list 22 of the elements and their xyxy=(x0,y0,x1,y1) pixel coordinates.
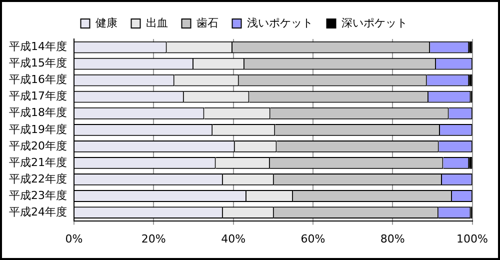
x-tick-label: 80% xyxy=(380,232,405,246)
x-tick-label: 0% xyxy=(65,232,83,246)
y-tick-label: 平成23年度 xyxy=(8,188,67,202)
x-tick-label: 100% xyxy=(456,232,488,246)
y-tick-label: 平成15年度 xyxy=(8,56,67,70)
x-tick-label: 20% xyxy=(141,232,166,246)
y-tick-label: 平成21年度 xyxy=(8,156,67,169)
y-tick-label: 平成24年度 xyxy=(8,205,67,218)
x-tick-label: 40% xyxy=(221,232,246,246)
legend-label: 浅いポケット xyxy=(246,16,313,30)
y-tick-label: 平成19年度 xyxy=(8,122,67,136)
y-tick-label: 平成16年度 xyxy=(8,73,67,86)
y-tick-label: 平成14年度 xyxy=(8,40,67,54)
legend-label: 深いポケット xyxy=(341,16,408,30)
legend-label: 歯石 xyxy=(196,16,218,30)
legend-label: 健康 xyxy=(95,16,118,30)
y-tick-label: 平成22年度 xyxy=(8,172,67,186)
legend-label: 出血 xyxy=(146,16,168,30)
y-tick-label: 平成20年度 xyxy=(8,139,67,152)
y-tick-label: 平成18年度 xyxy=(8,106,67,120)
x-tick-label: 60% xyxy=(300,232,326,246)
y-tick-label: 平成17年度 xyxy=(8,90,67,103)
